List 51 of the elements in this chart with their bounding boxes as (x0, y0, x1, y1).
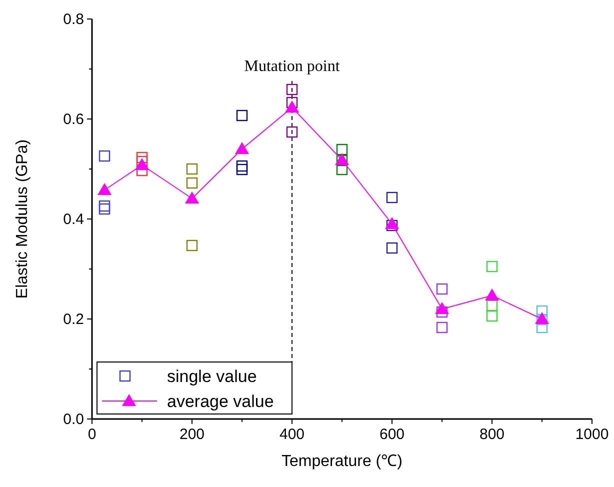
x-tick-label: 400 (279, 426, 305, 443)
point (186, 177, 198, 189)
point (186, 240, 198, 252)
point (436, 306, 448, 318)
y-tick-label: 0.0 (63, 411, 84, 428)
point (98, 150, 110, 162)
point (236, 160, 248, 172)
point (135, 158, 149, 170)
x-tick-label: 600 (379, 426, 405, 443)
point (485, 288, 499, 300)
y-tick-label: 0.6 (63, 111, 84, 128)
point (536, 305, 548, 317)
x-tick-label: 1000 (575, 426, 609, 443)
y-tick-label: 0.2 (63, 311, 84, 328)
legend-label: average value (167, 392, 274, 411)
point (486, 310, 498, 322)
point (385, 217, 399, 229)
point (336, 164, 348, 176)
x-tick-label: 0 (88, 426, 96, 443)
point (98, 200, 110, 212)
point (486, 300, 498, 312)
legend-label: single value (167, 367, 257, 386)
y-tick-label: 0.8 (63, 11, 84, 28)
point (436, 283, 448, 295)
point (386, 242, 398, 254)
point (236, 164, 248, 176)
point (136, 152, 148, 164)
point (386, 220, 398, 232)
point (486, 260, 498, 272)
point (186, 163, 198, 175)
point (136, 164, 148, 176)
point (435, 302, 449, 314)
x-axis-title: Temperature (℃) (282, 453, 402, 470)
point (286, 96, 298, 108)
ref-line-label: Mutation point (244, 58, 340, 75)
point (286, 84, 298, 96)
x-tick-label: 200 (179, 426, 205, 443)
point (386, 192, 398, 204)
point (286, 126, 298, 138)
y-tick-label: 0.4 (63, 211, 84, 228)
x-tick-label: 800 (479, 426, 505, 443)
point (235, 142, 249, 154)
point (436, 322, 448, 334)
point (185, 192, 199, 204)
point (285, 100, 299, 112)
point (336, 144, 348, 156)
point (98, 203, 110, 215)
point (98, 183, 112, 195)
point (236, 110, 248, 122)
point (136, 156, 148, 168)
y-axis-title: Elastic Modulus (GPa) (14, 139, 31, 299)
